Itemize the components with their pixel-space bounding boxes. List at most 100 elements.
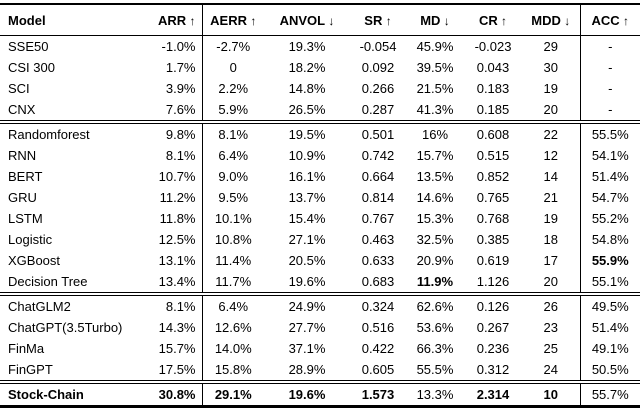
header-row: Model ARR ↑ AERR ↑ ANVOL ↓ SR ↑ MD ↓ CR ↑ MDD ↓… [0,4,640,36]
col-header-sr: SR ↑ [350,4,406,36]
md-cell: 53.6% [416,320,454,335]
arr-cell: 17.5% [150,359,203,382]
md-cell: 45.9% [416,39,454,54]
mdd-cell: 20 [522,99,581,122]
mdd-cell: 22 [522,122,581,145]
cr-cell: 0.608 [476,127,510,142]
sr-cell: -0.054 [359,39,397,54]
down-arrow-icon: ↓ [325,13,335,28]
aerr-cell: 6.4% [218,148,249,163]
aerr-cell: 15.8% [214,362,252,377]
aerr-cell: 10.1% [214,211,252,226]
sr-cell: 0.463 [361,232,395,247]
acc-cell: 51.4% [591,320,629,335]
table-row: GRU 11.2% 9.5% 13.7% 0.814 14.6% 0.765 21 54.7% [0,187,640,208]
model-cell: LSTM [8,211,43,226]
sr-cell: 0.742 [361,148,395,163]
acc-cell: 54.1% [591,148,629,163]
anvol-cell: 19.6% [288,274,326,289]
sr-cell: 0.683 [361,274,395,289]
sr-cell: 0.324 [361,299,395,314]
model-cell: SSE50 [8,39,49,54]
arr-cell: -1.0% [150,35,203,57]
sr-cell: 0.605 [361,362,395,377]
model-cell: Stock-Chain [8,387,84,402]
down-arrow-icon: ↓ [560,13,571,28]
col-header-label: MD [420,12,441,28]
up-arrow-icon: ↑ [382,13,392,28]
cr-cell: 0.185 [476,102,510,117]
sr-cell: 1.573 [361,387,395,402]
aerr-cell: 9.5% [218,190,249,205]
mdd-cell: 10 [522,382,581,407]
table-row: Randomforest 9.8% 8.1% 19.5% 0.501 16% 0.608 22… [0,122,640,145]
sr-cell: 0.287 [361,102,395,117]
aerr-cell: 10.8% [214,232,252,247]
col-header-arr: ARR ↑ [150,4,203,36]
col-header-label: SR [364,12,383,28]
anvol-cell: 20.5% [288,253,326,268]
cr-cell: 0.768 [476,211,510,226]
up-arrow-icon: ↑ [186,13,196,28]
table-row: ChatGPT(3.5Turbo) 14.3% 12.6% 27.7% 0.516 53.… [0,317,640,338]
sr-cell: 0.767 [361,211,395,226]
table-row: FinGPT 17.5% 15.8% 28.9% 0.605 55.5% 0.312 24 50… [0,359,640,382]
table-row: XGBoost 13.1% 11.4% 20.5% 0.633 20.9% 0.619 17 5… [0,250,640,271]
mdd-cell: 29 [522,35,581,57]
arr-cell: 9.8% [150,122,203,145]
cr-cell: 0.385 [476,232,510,247]
acc-cell: - [608,39,613,54]
anvol-cell: 19.3% [288,39,326,54]
col-header-model: Model [0,4,150,36]
acc-cell: - [608,102,613,117]
table-row: BERT 10.7% 9.0% 16.1% 0.664 13.5% 0.852 14 51.4% [0,166,640,187]
mdd-cell: 21 [522,187,581,208]
md-cell: 32.5% [416,232,454,247]
acc-cell: 55.2% [591,211,629,226]
model-cell: ChatGPT(3.5Turbo) [8,320,123,335]
sr-cell: 0.501 [361,127,395,142]
mdd-cell: 19 [522,78,581,99]
acc-cell: 55.5% [591,127,629,142]
acc-cell: 49.5% [591,299,629,314]
anvol-cell: 26.5% [288,102,326,117]
model-cell: BERT [8,169,43,184]
section-index-benchmarks: SSE50 -1.0% -2.7% 19.3% -0.054 45.9% -0.023 29 -… [0,35,640,122]
cr-cell: 0.126 [476,299,510,314]
model-cell: Logistic [8,232,53,247]
sr-cell: 0.422 [361,341,395,356]
col-header-aerr: AERR ↑ [202,4,264,36]
anvol-cell: 27.7% [288,320,326,335]
col-header-label: ANVOL [279,12,326,28]
md-cell: 62.6% [416,299,454,314]
arr-cell: 10.7% [150,166,203,187]
arr-cell: 1.7% [150,57,203,78]
sr-cell: 0.092 [361,60,395,75]
arr-cell: 7.6% [150,99,203,122]
model-cell: XGBoost [8,253,61,268]
model-cell: GRU [8,190,37,205]
model-cell: FinGPT [8,362,53,377]
md-cell: 16% [421,127,449,142]
mdd-cell: 24 [522,359,581,382]
arr-cell: 15.7% [150,338,203,359]
acc-cell: 54.8% [591,232,629,247]
section-llm-models: ChatGLM2 8.1% 6.4% 24.9% 0.324 62.6% 0.126 26 49… [0,294,640,382]
table-row: CSI 300 1.7% 0 18.2% 0.092 39.5% 0.043 30 - [0,57,640,78]
mdd-cell: 14 [522,166,581,187]
md-cell: 14.6% [416,190,454,205]
up-arrow-icon: ↑ [619,13,629,28]
table-header: Model ARR ↑ AERR ↑ ANVOL ↓ SR ↑ MD ↓ CR ↑ MDD ↓… [0,4,640,36]
arr-cell: 3.9% [150,78,203,99]
sr-cell: 0.814 [361,190,395,205]
cr-cell: 0.765 [476,190,510,205]
cr-cell: 0.312 [476,362,510,377]
aerr-cell: 29.1% [214,387,252,402]
anvol-cell: 14.8% [288,81,326,96]
md-cell: 15.7% [416,148,454,163]
mdd-cell: 17 [522,250,581,271]
aerr-cell: -2.7% [216,39,251,54]
acc-cell: 55.7% [591,387,629,402]
arr-cell: 11.2% [150,187,203,208]
